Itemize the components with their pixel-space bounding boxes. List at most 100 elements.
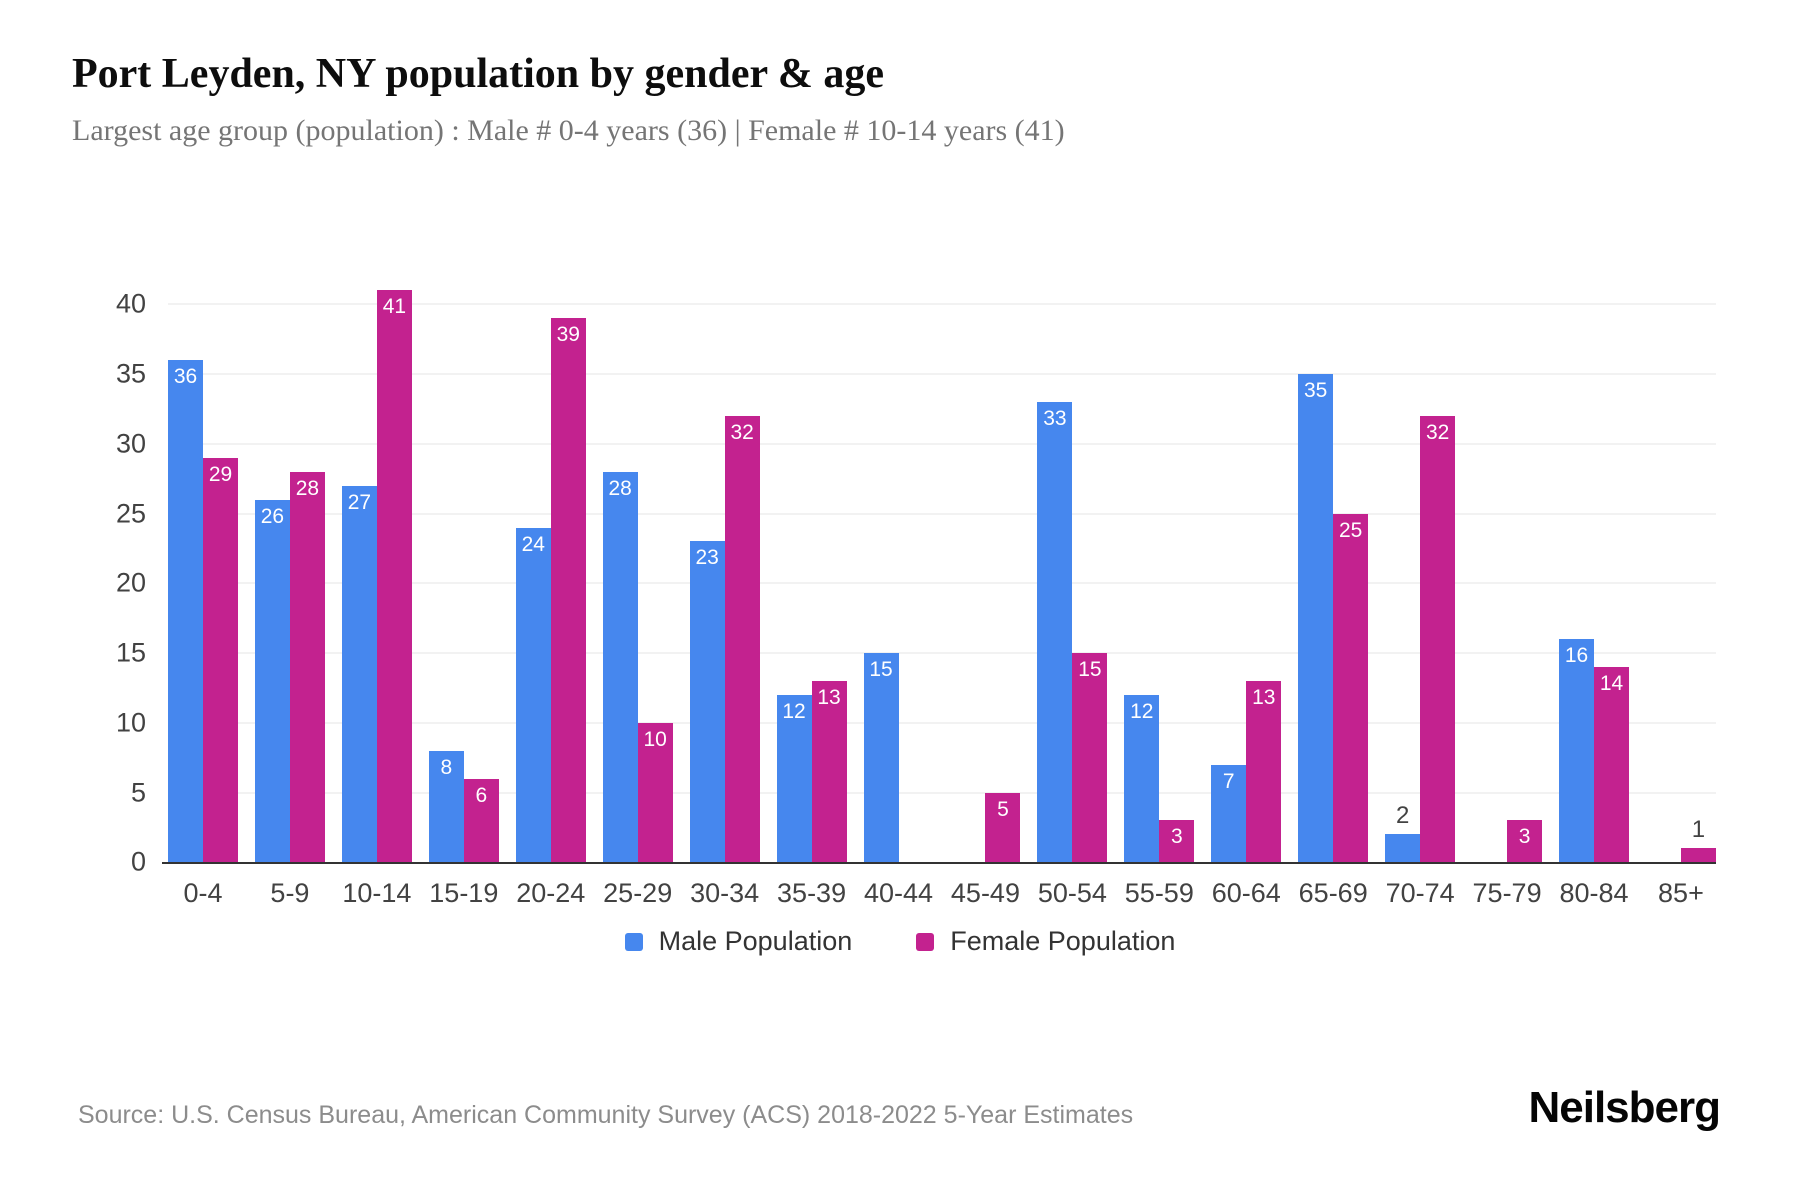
bar-value-label: 32	[730, 420, 754, 444]
y-tick-label: 35	[115, 358, 146, 389]
bar-value-label: 25	[1339, 518, 1363, 542]
bar-group-70-74: 2 32 70-74	[1385, 304, 1456, 908]
bar-value-label: 28	[608, 476, 632, 500]
bar-group-60-64: 7 13 60-64	[1211, 304, 1282, 908]
bar-group-40-44: 15 40-44	[863, 304, 934, 908]
bar-slot: 28	[602, 304, 638, 863]
bar-slot: 1	[1680, 304, 1716, 863]
bar-group-20-24: 24 39 20-24	[515, 304, 586, 908]
bar-slot: 32	[1420, 304, 1456, 863]
bar-slot: 32	[724, 304, 760, 863]
bar-value-label: 6	[475, 783, 488, 807]
gridline	[168, 791, 1716, 794]
bar-group-10-14: 27 41 10-14	[341, 290, 412, 908]
bar-group-80-84: 16 14 80-84	[1559, 304, 1629, 908]
bar-slot: 28	[289, 304, 325, 863]
x-tick-label: 75-79	[1472, 878, 1542, 909]
bar-slot	[899, 304, 934, 862]
legend-label-male: Male Population	[658, 926, 853, 957]
bar-slot: 26	[254, 304, 290, 863]
bar-value-label: 15	[1078, 658, 1102, 682]
bar-slot: 25	[1333, 304, 1369, 863]
bar-value-label: 3	[1518, 825, 1531, 849]
x-tick-label: 30-34	[690, 878, 760, 909]
bar-value-label: 33	[1043, 406, 1067, 430]
bar-slot: 13	[811, 304, 847, 863]
bar-value-label: 15	[869, 658, 893, 682]
bar-male: 12	[776, 694, 812, 863]
bar-slot: 14	[1594, 304, 1629, 863]
x-tick-label: 55-59	[1124, 878, 1194, 909]
bar-value-label: 10	[643, 727, 667, 751]
bar-slot: 24	[515, 304, 551, 863]
x-tick-label: 60-64	[1211, 878, 1281, 909]
bar-female: 15	[1072, 653, 1108, 863]
bar-slot: 13	[1246, 304, 1282, 863]
bar-value-label: 8	[440, 755, 453, 779]
bar-value-label: 16	[1564, 644, 1589, 668]
gridline	[168, 303, 1716, 306]
bar-group-15-19: 8 6 15-19	[428, 304, 499, 908]
y-tick-label: 30	[115, 428, 146, 459]
bar-slot: 3	[1507, 304, 1543, 863]
x-tick-label: 10-14	[342, 878, 412, 909]
x-tick-label: 40-44	[863, 878, 934, 909]
gridline	[168, 652, 1716, 655]
gridline	[168, 582, 1716, 585]
x-axis-line	[162, 862, 1716, 865]
bar-female: 6	[463, 778, 499, 863]
grouped-bar-chart: 0 5 10 15 20 25 30 35 40 36 29 0-4 26 28 5-9 27 41 10-14 8…	[116, 290, 1716, 908]
bar-female: 39	[550, 318, 586, 863]
bar-female: 28	[289, 471, 325, 863]
bar-male: 15	[863, 653, 899, 863]
bar-value-label: 23	[695, 546, 719, 570]
page-title: Port Leyden, NY population by gender & a…	[72, 51, 885, 97]
bar-female: 1	[1680, 816, 1716, 863]
bar-slot: 3	[1159, 304, 1195, 863]
bar-female: 13	[811, 680, 847, 863]
page-subtitle: Largest age group (population) : Male # …	[72, 114, 1065, 148]
bar-value-label: 26	[260, 504, 285, 528]
bar-value-label: 13	[1252, 685, 1276, 709]
x-tick-label: 70-74	[1385, 878, 1455, 909]
gridline	[168, 442, 1716, 445]
bar-slot: 15	[1072, 304, 1108, 863]
y-tick-label: 10	[115, 707, 146, 738]
y-tick-label: 15	[115, 637, 146, 668]
bar-slot: 10	[637, 304, 673, 863]
bar-female: 5	[985, 792, 1021, 863]
bar-groups: 36 29 0-4 26 28 5-9 27 41 10-14 8 6 15-19 24 39 20-24 2…	[168, 290, 1716, 908]
bar-female: 13	[1246, 680, 1282, 863]
bar-group-30-34: 23 32 30-34	[689, 304, 760, 908]
bar-value-label: 35	[1304, 379, 1328, 403]
bar-female: 10	[637, 722, 673, 863]
x-tick-label: 15-19	[429, 878, 499, 909]
x-tick-label: 5-9	[270, 878, 310, 909]
bar-slot: 33	[1037, 304, 1073, 863]
bar-male: 8	[428, 750, 464, 863]
bar-slot: 15	[863, 304, 899, 863]
bar-value-label: 13	[817, 685, 841, 709]
bar-female: 29	[203, 457, 238, 863]
bar-slot: 36	[168, 304, 203, 863]
y-tick-label: 0	[130, 846, 146, 877]
bar-female: 32	[1420, 415, 1456, 863]
x-tick-label: 45-49	[950, 878, 1020, 909]
bar-group-85+: 1 85+	[1646, 304, 1716, 908]
bar-slot	[1646, 304, 1681, 862]
bar-slot	[1472, 304, 1507, 862]
bar-group-65-69: 35 25 65-69	[1298, 304, 1369, 908]
bar-slot: 27	[341, 304, 377, 863]
bar-slot: 8	[428, 304, 464, 863]
bar-female: 14	[1594, 667, 1629, 863]
bar-slot: 2	[1385, 304, 1421, 863]
bar-value-label: 1	[1691, 816, 1706, 844]
bar-group-75-79: 3 75-79	[1472, 304, 1543, 908]
y-tick-label: 5	[130, 777, 146, 808]
bar-value-label: 14	[1599, 672, 1624, 695]
bar-male: 33	[1037, 401, 1073, 863]
bar-slot: 12	[776, 304, 812, 863]
bar-value-label: 27	[347, 490, 372, 514]
bar-value-label: 24	[521, 532, 545, 556]
bar-group-0-4: 36 29 0-4	[168, 304, 238, 908]
